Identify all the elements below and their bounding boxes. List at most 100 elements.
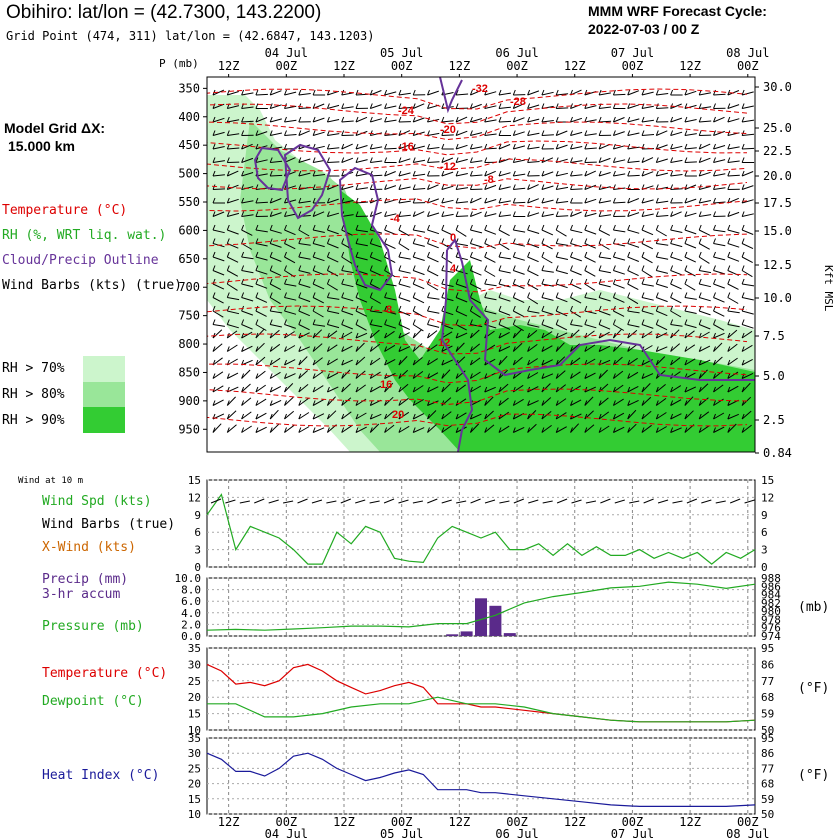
wind-barb [727, 146, 740, 150]
wind-barb [627, 118, 640, 123]
wind-barb-flag [398, 130, 402, 136]
wind-barb-flag [598, 157, 602, 163]
wind-barb-flag [641, 89, 645, 96]
wind-barb [427, 424, 437, 433]
wind-barb [541, 256, 553, 264]
wind-barb-flag [326, 359, 330, 366]
wind-barb [284, 383, 294, 393]
wind-barb [598, 229, 611, 236]
wind-barb-flag [627, 265, 631, 271]
wind-barb-flag [584, 211, 588, 217]
wind-barb-flag [226, 319, 230, 325]
wind-barb-flag [298, 130, 302, 136]
wind-barb-flag [670, 184, 674, 190]
wind-barb [370, 385, 382, 393]
wind-barb-flag [612, 211, 616, 217]
wind-barb-flag [541, 332, 545, 339]
wind-barb-flag [255, 211, 259, 217]
wind-barb-flag [612, 373, 616, 379]
wind-barb [670, 243, 683, 248]
wind-barb-flag [412, 265, 416, 271]
surface-wind-barb [614, 499, 625, 504]
wind-barb [741, 105, 754, 109]
wind-barb-flag [226, 211, 230, 217]
wind-barb [527, 330, 538, 339]
wind-barb-flag [255, 373, 259, 379]
wind-barb-flag [570, 224, 573, 231]
time-tick-top: 00Z [275, 59, 297, 73]
wind-tick-left: 6 [194, 526, 201, 539]
wind-barb [627, 283, 639, 291]
wind-barb [555, 356, 566, 366]
wind-barb [470, 243, 483, 248]
wind-barb [241, 369, 251, 379]
wind-barb [227, 256, 239, 263]
wind-barb [570, 329, 580, 339]
wind-barb-flag [612, 224, 616, 231]
wind-barb-flag [741, 157, 745, 163]
wind-barb [312, 117, 325, 123]
wind-barb-flag [412, 197, 416, 204]
wind-barb [241, 383, 251, 393]
wind-barb-flag [498, 170, 502, 177]
precip-tick: 2.0 [181, 618, 201, 631]
wind-barb [312, 427, 325, 433]
wind-barb [327, 396, 336, 406]
temp-contour-label: -28 [510, 96, 526, 108]
wind-barb [627, 212, 640, 217]
page-title: Obihiro: lat/lon = (42.7300, 143.2200) [6, 2, 322, 23]
wind-barb-flag [326, 413, 330, 420]
wind-barb-flag [241, 413, 245, 420]
wind-barb [527, 358, 538, 366]
wind-barb [584, 105, 597, 109]
wind-barb-flag [369, 103, 373, 109]
surface-wind-barb [729, 498, 741, 504]
wind-barb [555, 426, 567, 433]
wind-barb-flag [412, 305, 416, 312]
wind-barb [227, 310, 240, 315]
wind-barb-flag [727, 251, 731, 258]
wind-barb-flag [298, 305, 302, 312]
wind-barb [613, 93, 626, 96]
wind-barb [355, 384, 366, 393]
wind-barb [255, 412, 267, 420]
wind-barb-flag [355, 238, 359, 244]
wind-barb [713, 342, 723, 352]
wind-barb [441, 157, 454, 163]
legend-cloud: Cloud/Precip Outline [2, 253, 159, 268]
wind-barb-flag [741, 265, 745, 271]
wind-barb [627, 324, 640, 328]
wind-barb-flag [226, 265, 230, 271]
wind-barb-flag [341, 278, 345, 285]
wind-barb-flag [284, 278, 287, 285]
wind-barb-flag [284, 305, 287, 312]
wind-barb-flag [255, 224, 259, 231]
wind-barb [513, 117, 525, 123]
wind-barb [312, 413, 325, 420]
wind-barb [598, 283, 611, 288]
wind-barb-flag [255, 197, 259, 204]
wind-barb-flag [727, 292, 731, 298]
wind-barb-flag [312, 211, 316, 217]
wind-barb [255, 229, 268, 233]
wind-barb [341, 297, 354, 302]
wind-barb-flag [741, 427, 745, 433]
wind-barb [370, 132, 383, 136]
temp-contour-label: -4 [390, 213, 401, 225]
wind-barb-flag [727, 238, 731, 244]
wind-barb-flag [226, 130, 230, 136]
wind-barb-flag [412, 89, 416, 96]
date-label-top: 04 Jul [265, 46, 308, 60]
wind-barb-flag [655, 332, 659, 339]
wind-barb [541, 331, 553, 339]
wind-barb [398, 346, 411, 352]
wind-barb-flag [384, 305, 388, 312]
wind-barb [298, 346, 310, 352]
wind-barb-flag [241, 170, 245, 177]
wind-barb-flag [627, 116, 631, 123]
wind-barb-flag [555, 265, 559, 271]
wind-barb [413, 103, 425, 109]
wind-barb-flag [212, 251, 216, 258]
wind-barb-flag [555, 143, 559, 150]
temp-tick-c: 10 [188, 724, 201, 737]
